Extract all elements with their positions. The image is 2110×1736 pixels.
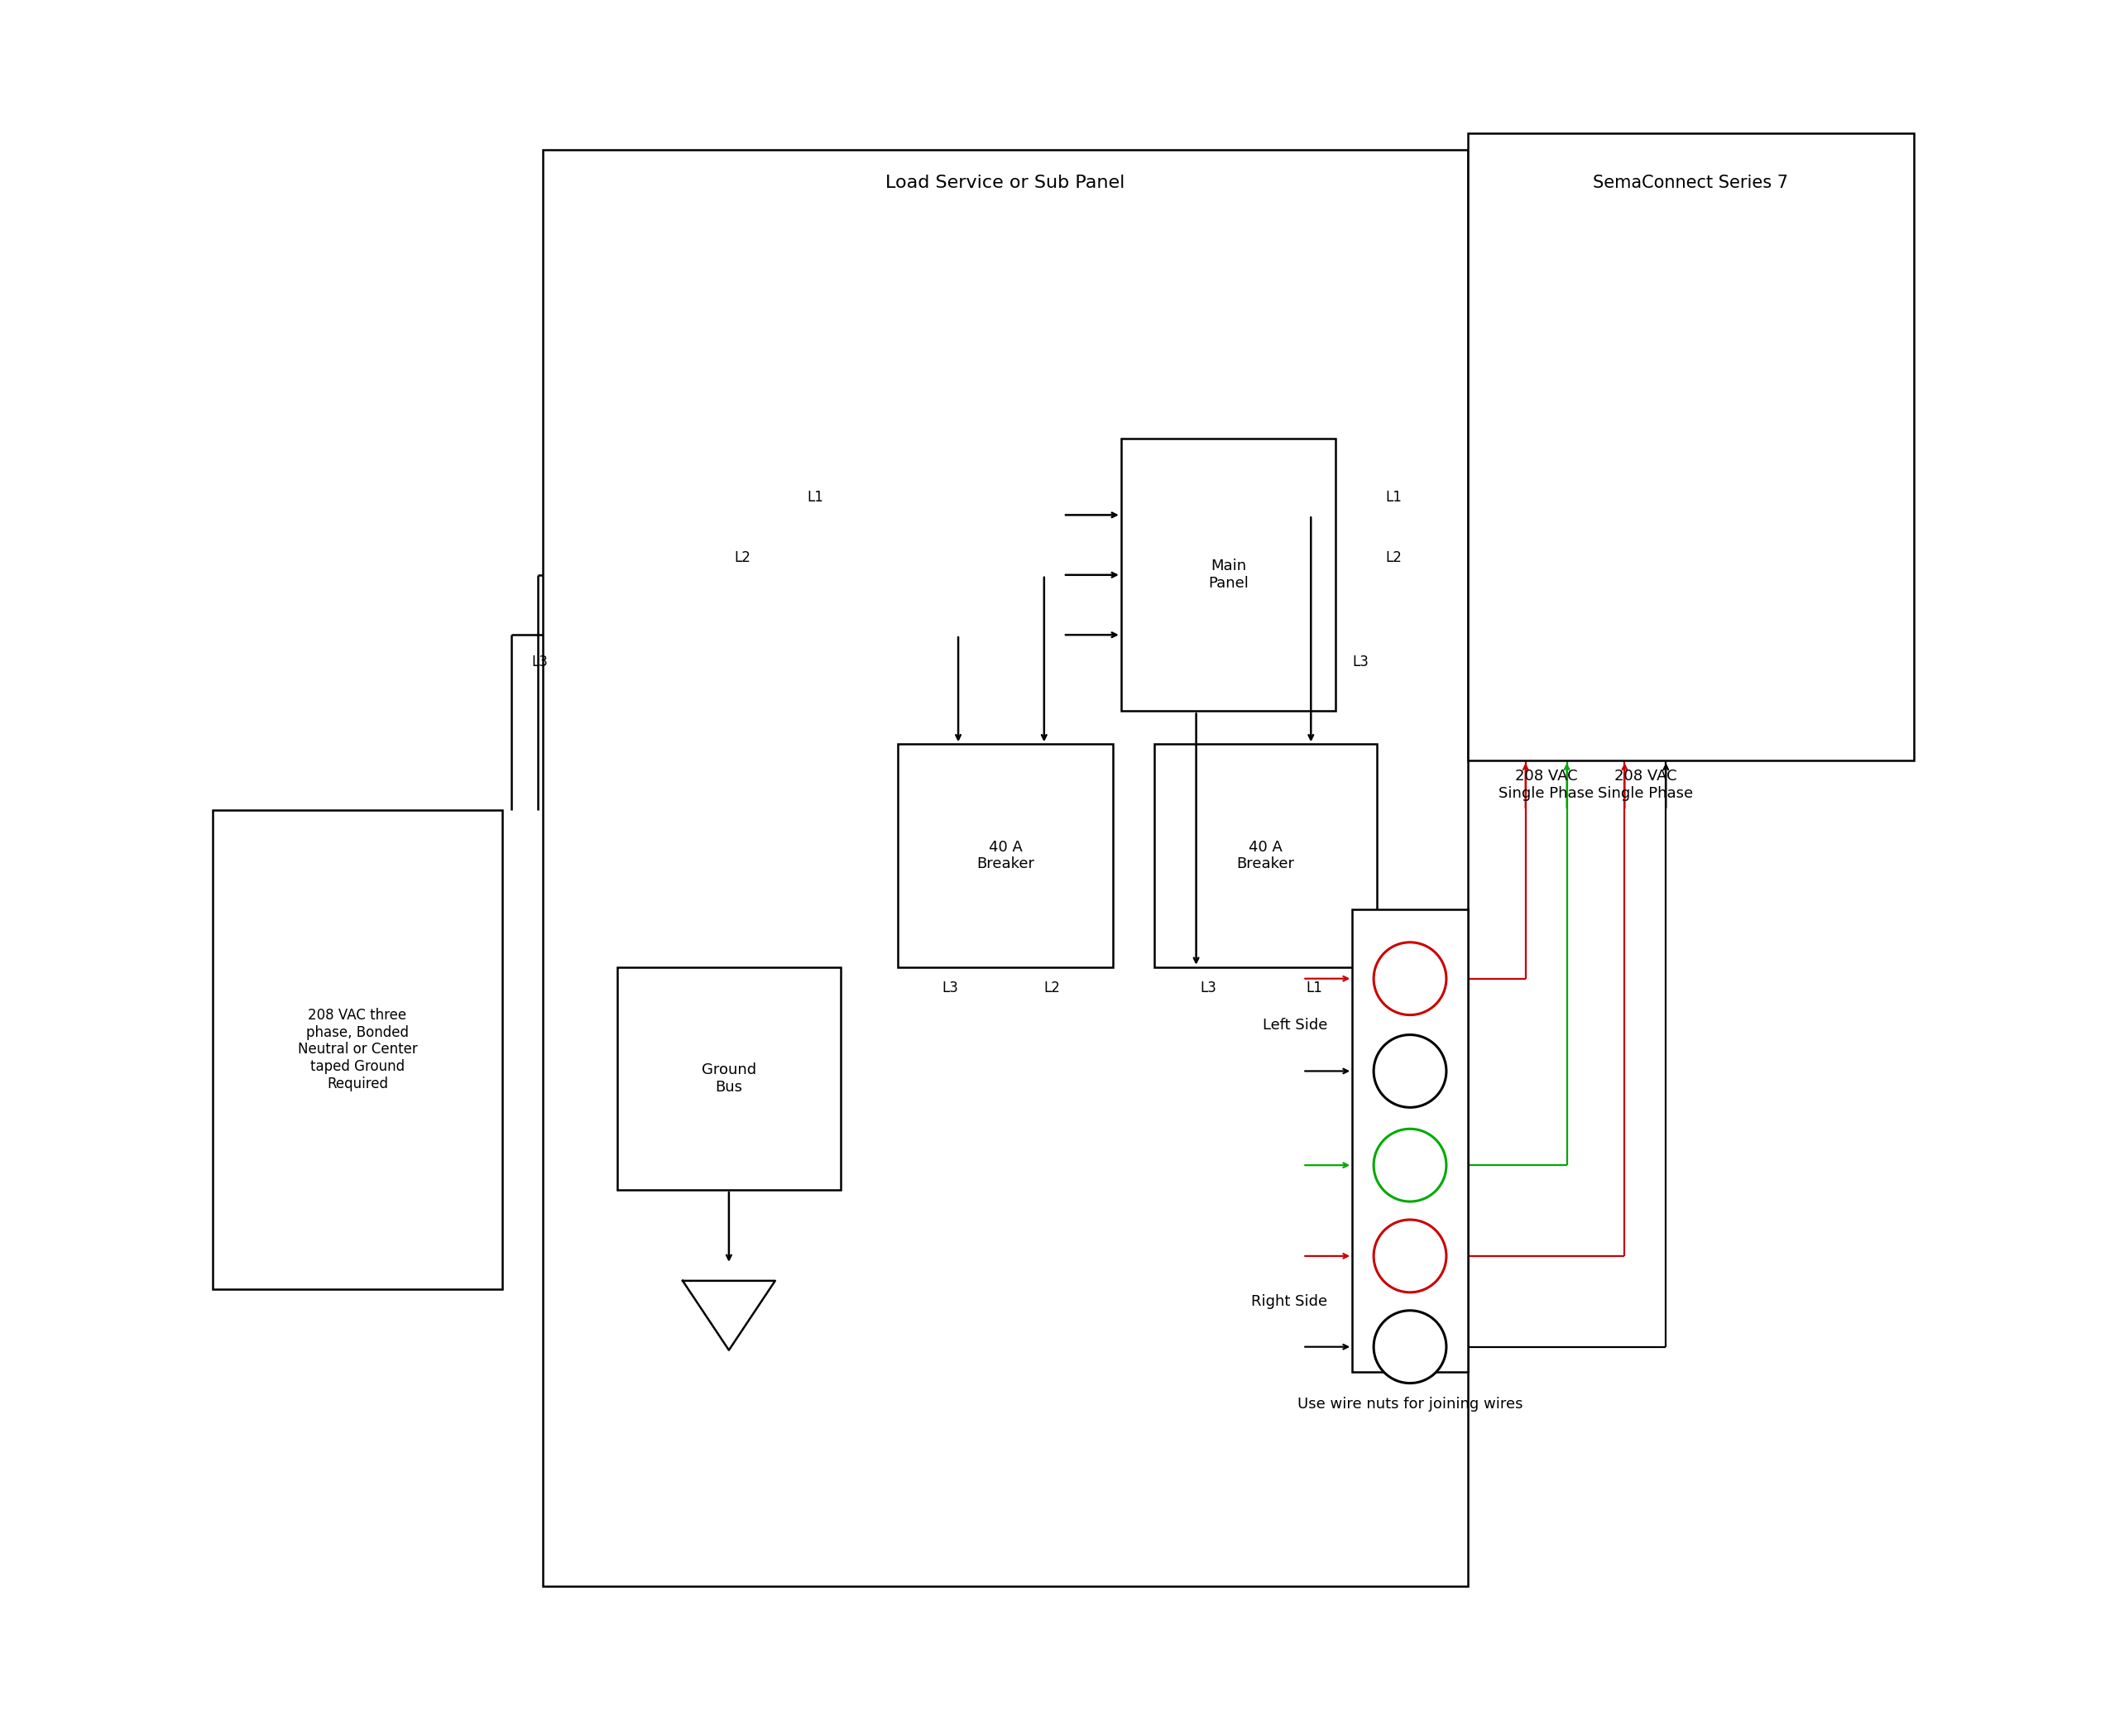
Bar	[213, 811, 502, 1290]
Text: L1: L1	[806, 490, 823, 505]
Circle shape	[1374, 1035, 1445, 1108]
Text: L3: L3	[1201, 981, 1217, 995]
Text: L3: L3	[941, 981, 958, 995]
Text: 208 VAC
Single Phase: 208 VAC Single Phase	[1597, 769, 1692, 800]
Text: Load Service or Sub Panel: Load Service or Sub Panel	[886, 175, 1125, 191]
Text: L2: L2	[1386, 550, 1401, 564]
Text: 208 VAC
Single Phase: 208 VAC Single Phase	[1498, 769, 1593, 800]
Bar	[1120, 439, 1336, 712]
Bar	[1154, 745, 1378, 967]
Text: L1: L1	[1386, 490, 1401, 505]
Circle shape	[1374, 1220, 1445, 1292]
Circle shape	[1374, 1128, 1445, 1201]
Circle shape	[1374, 1311, 1445, 1384]
Text: Use wire nuts for joining wires: Use wire nuts for joining wires	[1298, 1396, 1523, 1411]
Text: 208 VAC three
phase, Bonded
Neutral or Center
taped Ground
Required: 208 VAC three phase, Bonded Neutral or C…	[298, 1009, 418, 1092]
Circle shape	[1374, 943, 1445, 1016]
Text: 40 A
Breaker: 40 A Breaker	[977, 840, 1034, 871]
Bar	[1353, 910, 1469, 1371]
Text: Right Side: Right Side	[1251, 1293, 1327, 1309]
Text: Main
Panel: Main Panel	[1209, 559, 1249, 590]
Text: Ground
Bus: Ground Bus	[701, 1062, 755, 1095]
Bar	[618, 967, 840, 1189]
Text: SemaConnect Series 7: SemaConnect Series 7	[1593, 175, 1789, 191]
Text: Left Side: Left Side	[1262, 1017, 1327, 1033]
Text: L1: L1	[1306, 981, 1323, 995]
Text: L3: L3	[532, 654, 549, 670]
Bar	[899, 745, 1112, 967]
Bar	[1469, 134, 1914, 760]
Text: 40 A
Breaker: 40 A Breaker	[1236, 840, 1293, 871]
Text: L2: L2	[734, 550, 751, 564]
Text: L2: L2	[1044, 981, 1061, 995]
Bar	[542, 149, 1469, 1587]
Text: L3: L3	[1353, 654, 1369, 670]
